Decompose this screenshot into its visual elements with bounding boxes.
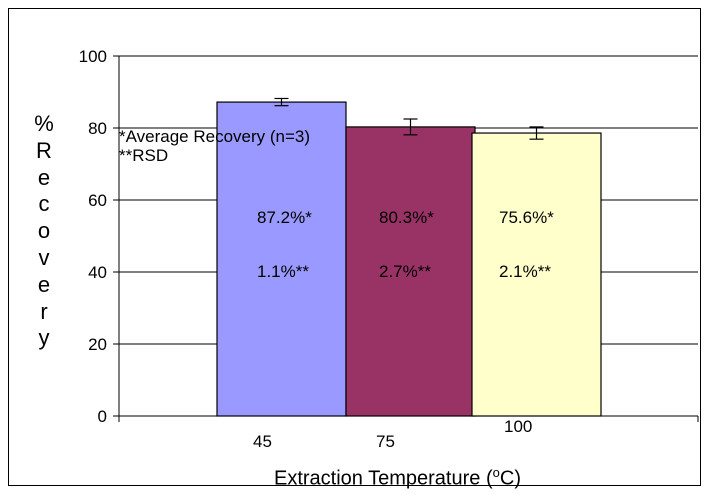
x-tick-label: 45 [253,432,272,451]
y-axis-title-char: y [38,325,50,351]
y-tick-label: 100 [79,47,107,66]
y-axis-title-char: R [36,137,52,163]
y-tick-label: 0 [98,407,107,426]
y-axis-title-char: r [40,298,48,324]
x-axis-title-text: Extraction Temperature [274,467,481,490]
bar-label-recovery: 75.6%* [499,208,554,227]
x-axis-unit-prefix: ( [485,467,493,490]
x-axis-title: Extraction Temperature (oC) [274,465,521,491]
y-tick-label: 60 [88,191,107,210]
chart-frame: 0 20 40 60 80 100 87.2%* 1.1%** 45 80.3%* 2.7%** 75… [8,8,701,490]
bar-label-rsd: 2.7%** [379,262,431,281]
y-axis-title-char: v [38,244,50,270]
x-axis-unit-suffix: C) [499,467,521,490]
bar-label-rsd: 1.1%** [257,262,309,281]
bar-chart: 0 20 40 60 80 100 87.2%* 1.1%** 45 80.3%* 2.7%** 75… [79,47,699,451]
x-tick-label: 100 [504,417,532,436]
y-axis-title-char: e [37,271,51,297]
legend-note-average: *Average Recovery (n=3) [119,127,311,146]
y-tick-label: 80 [88,119,107,138]
bar-label-recovery: 87.2%* [257,208,312,227]
y-axis-title-char: o [37,218,51,244]
bar [471,132,602,417]
y-axis-title-char: e [37,164,51,190]
x-tick-label: 75 [376,432,395,451]
bar [216,101,347,417]
x-axis-unit-degree: o [492,465,500,480]
y-axis-title-char: % [34,111,54,136]
y-tick-label: 20 [88,335,107,354]
y-tick-label: 40 [88,263,107,282]
bar-label-recovery: 80.3%* [379,208,434,227]
y-axis-title-char: c [38,191,50,217]
bar-label-rsd: 2.1%** [499,262,551,281]
legend-note-rsd: **RSD [119,146,169,165]
